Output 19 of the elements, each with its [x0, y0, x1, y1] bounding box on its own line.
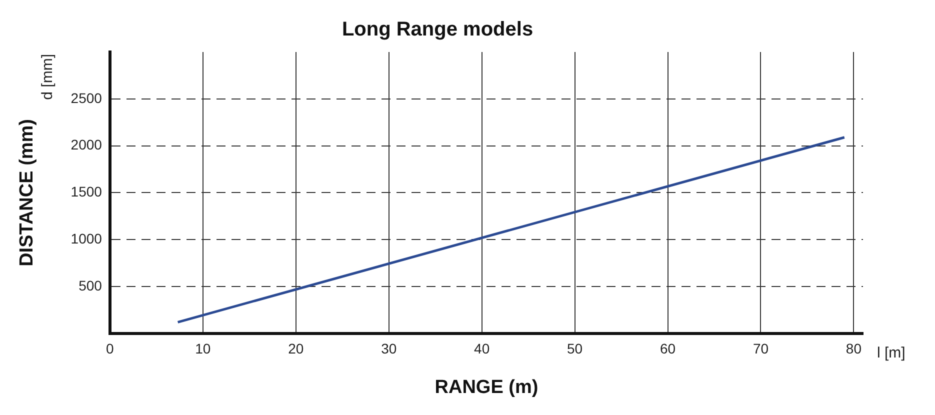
x-tick-label: 60	[660, 340, 676, 357]
y-tick-label: 2000	[70, 136, 102, 153]
x-tick-label: 10	[195, 340, 211, 357]
y-tick-label: 500	[78, 277, 102, 294]
y-tick-label: 1000	[70, 230, 102, 246]
x-tick-label: 40	[474, 340, 490, 357]
x-tick-label: 80	[846, 340, 862, 357]
text: d [mm]	[39, 54, 56, 100]
x-tick-label: 70	[752, 340, 769, 357]
y-tick-label: 1500	[70, 184, 102, 200]
y-axis-title: DISTANCE (mm)	[16, 118, 38, 266]
x-axis-title: RANGE (m)	[434, 376, 538, 398]
text: l [m]	[877, 344, 906, 362]
x-tick-label: 0	[106, 340, 114, 357]
y-tick-label: 2500	[70, 90, 102, 106]
x-tick-label: 50	[567, 340, 583, 357]
x-tick-label: 20	[288, 340, 304, 357]
chart-title: Long Range models	[342, 18, 534, 41]
x-tick-label: 30	[381, 340, 397, 357]
